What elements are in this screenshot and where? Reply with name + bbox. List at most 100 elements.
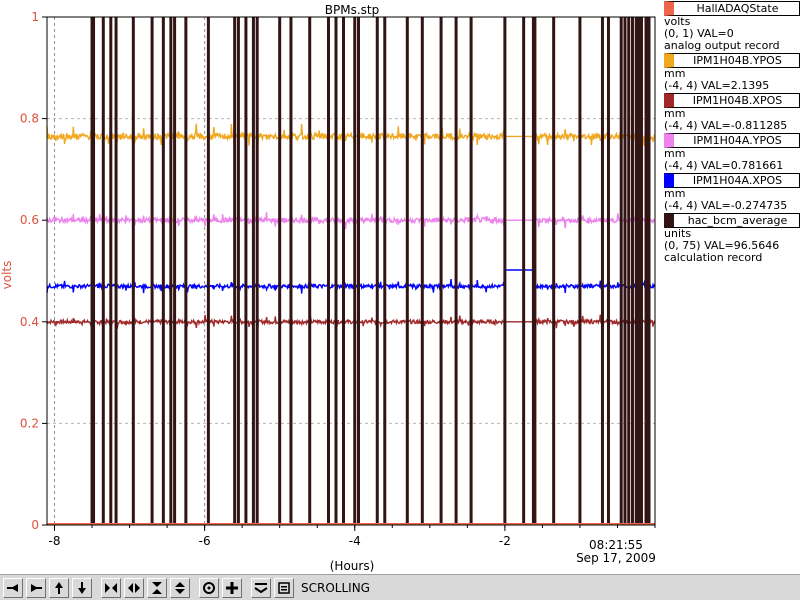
legend-entry-desc: calculation record <box>664 251 763 264</box>
bcm-trip-mark <box>634 17 638 525</box>
config-icon <box>278 581 290 594</box>
print-icon <box>254 582 268 593</box>
legend-entry-unit: volts <box>664 15 691 28</box>
bcm-trip-mark <box>375 17 379 525</box>
mode-label: SCROLLING <box>301 580 370 595</box>
bcm-trip-mark <box>255 17 259 525</box>
legend-entry-range-value: (0, 75) VAL=96.5646 <box>664 239 780 252</box>
bcm-trip-mark <box>244 17 248 525</box>
series-line-IPM1H04B.YPOS <box>46 123 656 149</box>
axes: 0 0.2 0.4 0.6 0.8 1 -8 -6 -4 -2 <box>20 10 656 548</box>
auto-range-button[interactable] <box>199 577 219 598</box>
zoom-in-x-button[interactable] <box>101 577 121 598</box>
legend-entry-name[interactable]: hac_bcm_average <box>664 213 800 228</box>
legend-entry-range-value: (-4, 4) VAL=-0.811285 <box>664 119 788 132</box>
scroll-up-button[interactable] <box>49 577 69 598</box>
x-tick-label: -2 <box>499 534 511 548</box>
legend-entry-range-value: (-4, 4) VAL=2.1395 <box>664 79 770 92</box>
bcm-trip-mark <box>278 17 282 525</box>
legend-entry-name[interactable]: IPM1H04B.XPOS <box>664 93 800 108</box>
legend-entry-name[interactable]: HallADAQState <box>664 1 800 16</box>
bcm-trip-mark <box>357 17 361 525</box>
scroll-right-button[interactable] <box>26 577 46 598</box>
bcm-trip-mark <box>600 17 604 525</box>
bcm-trip-mark <box>184 17 188 525</box>
scroll-up-icon <box>55 581 63 594</box>
date-label: Sep 17, 2009 <box>576 551 656 565</box>
series-line-IPM1H04A.XPOS <box>46 269 656 294</box>
bcm-trip-mark <box>533 17 537 525</box>
x-tick-label: -4 <box>349 534 361 548</box>
bcm-trip-mark <box>236 17 240 525</box>
legend-entry[interactable]: IPM1H04B.YPOS mm (-4, 4) VAL=2.1395 <box>664 53 800 92</box>
legend-entry-name[interactable]: IPM1H04A.YPOS <box>664 133 800 148</box>
bcm-off-edge <box>503 17 507 525</box>
bcm-trip-mark <box>90 17 94 525</box>
bcm-trip-mark <box>308 17 312 525</box>
x-tick-label: -8 <box>49 534 61 548</box>
add-icon <box>226 581 238 594</box>
scroll-left-icon <box>7 583 18 592</box>
legend-entry-range-value: (-4, 4) VAL=-0.274735 <box>664 199 788 212</box>
y-tick-label: 0.4 <box>20 315 39 329</box>
legend-entry-name[interactable]: IPM1H04B.YPOS <box>664 53 800 68</box>
bcm-trip-mark <box>206 17 210 525</box>
y-tick-label: 0 <box>31 518 39 532</box>
bcm-trip-mark <box>644 17 648 525</box>
config-button[interactable] <box>274 577 294 598</box>
legend-entry[interactable]: IPM1H04B.XPOS mm (-4, 4) VAL=-0.811285 <box>664 93 800 132</box>
toolbar: SCROLLING <box>0 574 800 600</box>
bcm-trip-mark <box>469 17 473 525</box>
bcm-trip-mark <box>405 17 409 525</box>
bcm-trip-mark <box>341 17 345 525</box>
bcm-trip-mark <box>326 17 330 525</box>
bcm-trip-mark <box>334 17 338 525</box>
bcm-off-edge <box>531 17 535 525</box>
bcm-trip-mark <box>251 17 255 525</box>
legend-entry-range-value: (0, 1) VAL=0 <box>664 27 734 40</box>
bcm-trip-mark <box>131 17 135 525</box>
legend-entry-unit: mm <box>664 67 686 80</box>
chart-title: BPMs.stp <box>325 3 379 17</box>
bcm-trip-mark <box>353 17 357 525</box>
legend-entry[interactable]: HallADAQState volts (0, 1) VAL=0 analog out… <box>664 1 800 52</box>
y-tick-label: 0.8 <box>20 112 39 126</box>
scroll-left-button[interactable] <box>3 577 23 598</box>
bcm-trip-mark <box>383 17 387 525</box>
bcm-trip-mark <box>101 17 105 525</box>
bcm-trip-mark <box>420 17 424 525</box>
bcm-trip-mark <box>173 17 177 525</box>
add-button[interactable] <box>222 577 242 598</box>
scroll-right-icon <box>31 583 42 592</box>
legend-entry-unit: mm <box>664 187 686 200</box>
bcm-trip-mark <box>630 17 634 525</box>
legend-entry[interactable]: hac_bcm_average units (0, 75) VAL=96.5646 c… <box>664 213 800 264</box>
bcm-trip-mark <box>522 17 526 525</box>
bcm-trip-mark <box>619 17 623 525</box>
time-label: 08:21:55 <box>589 538 643 552</box>
grid <box>47 16 655 526</box>
legend-entry-desc: analog output record <box>664 39 780 52</box>
zoom-out-x-button[interactable] <box>124 577 144 598</box>
y-axis-label: volts <box>0 261 14 290</box>
legend-entry[interactable]: IPM1H04A.YPOS mm (-4, 4) VAL=0.781661 <box>664 133 800 172</box>
bcm-trip-mark <box>114 17 118 525</box>
bcm-trip-mark <box>233 17 237 525</box>
legend-entry-unit: mm <box>664 107 686 120</box>
legend-entry-unit: units <box>664 227 692 240</box>
print-button[interactable] <box>251 577 271 598</box>
zoom-in-y-button[interactable] <box>147 577 167 598</box>
traces <box>46 17 656 525</box>
strip-chart: BPMs.stp volts (Hours) 08:21:55 Sep 17, … <box>0 3 656 573</box>
bcm-trip-mark <box>92 17 96 525</box>
series-line-IPM1H04A.YPOS <box>46 212 656 230</box>
legend-entry-name[interactable]: IPM1H04A.XPOS <box>664 173 800 188</box>
legend-entry[interactable]: IPM1H04A.XPOS mm (-4, 4) VAL=-0.274735 <box>664 173 800 212</box>
x-tick-label: -6 <box>199 534 211 548</box>
plot-frame <box>46 16 656 526</box>
bcm-trip-mark <box>639 17 643 525</box>
zoom-out-y-button[interactable] <box>170 577 190 598</box>
scroll-down-button[interactable] <box>72 577 92 598</box>
bcm-trip-mark <box>623 17 627 525</box>
y-tick-label: 0.2 <box>20 416 39 430</box>
